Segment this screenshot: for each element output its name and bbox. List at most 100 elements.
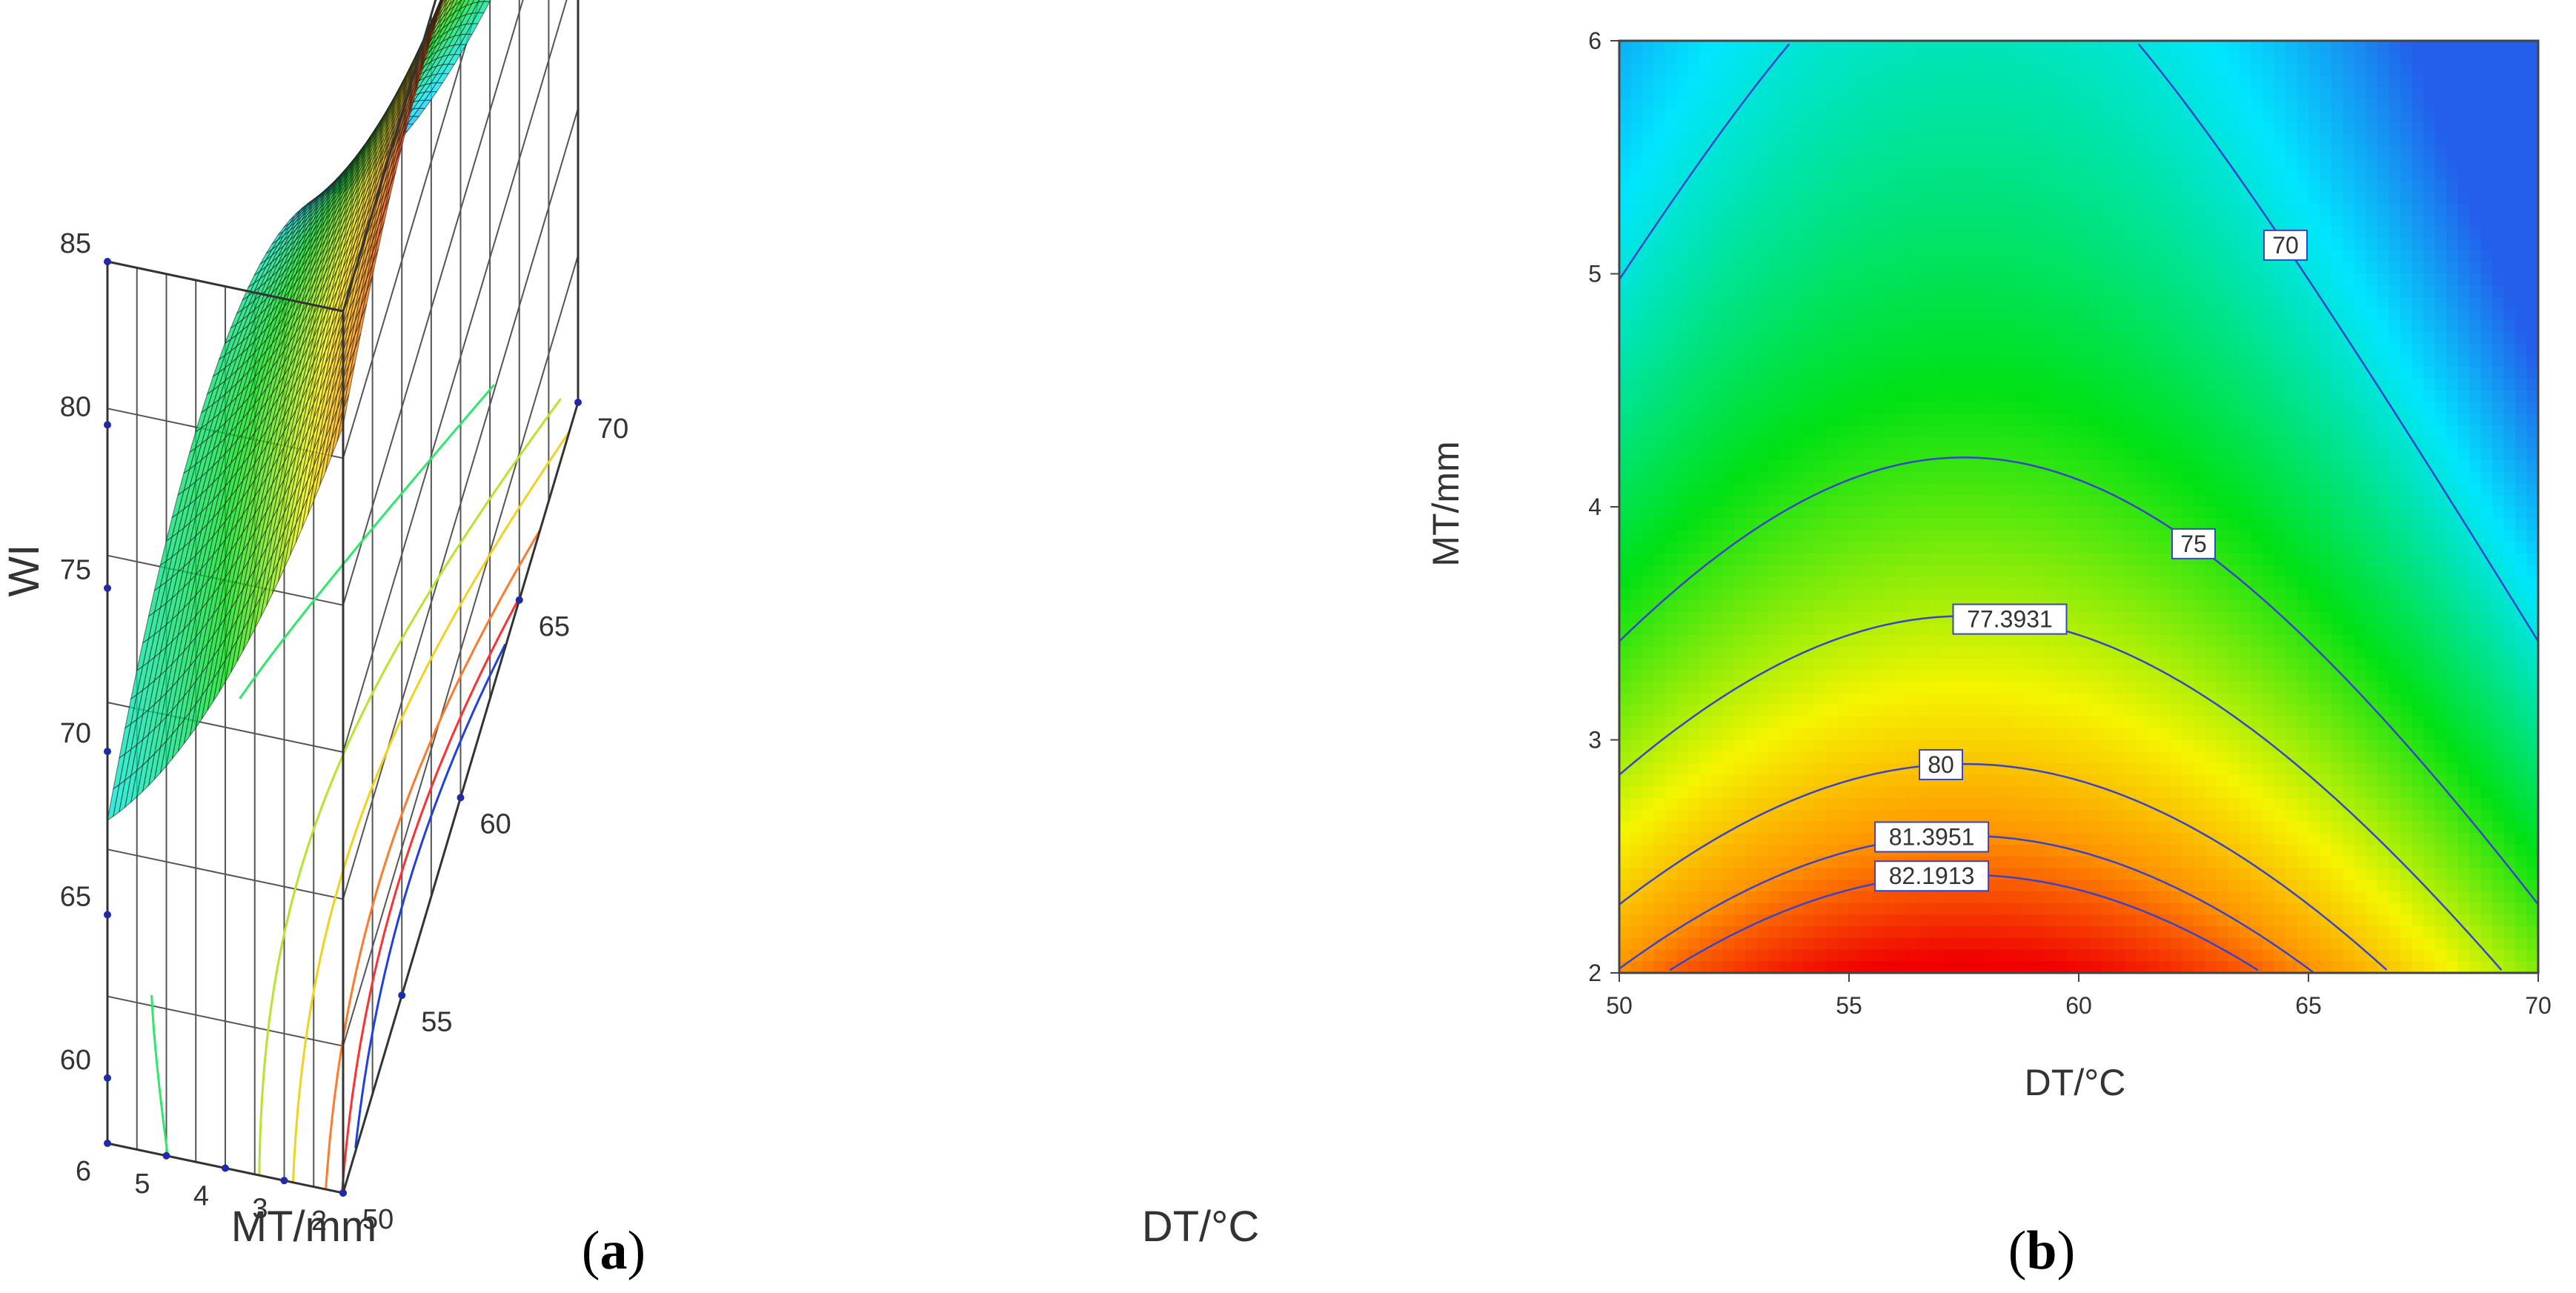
- heat-cell: [1653, 41, 1666, 53]
- heat-cell: [1872, 285, 1885, 298]
- heat-cell: [1757, 99, 1770, 111]
- heat-cell: [2010, 402, 2022, 414]
- heat-cell: [1676, 693, 1689, 705]
- heat-cell: [1998, 809, 2011, 822]
- heat-cell: [1849, 495, 1862, 508]
- heat-cell: [1929, 705, 1942, 717]
- heat-cell: [2044, 76, 2057, 88]
- heat-cell: [2090, 204, 2102, 216]
- heat-cell: [1849, 658, 1862, 671]
- heat-cell: [1998, 425, 2011, 438]
- heat-cell: [1837, 64, 1850, 76]
- heat-cell: [1791, 250, 1804, 263]
- heat-cell: [1665, 576, 1678, 589]
- heat-cell: [1676, 530, 1689, 542]
- heat-cell: [2033, 250, 2045, 263]
- heat-cell: [1699, 588, 1712, 601]
- heat-cell: [1860, 553, 1873, 566]
- heat-cell: [1630, 670, 1643, 682]
- heat-cell: [1987, 576, 1999, 589]
- heat-cell: [2021, 856, 2034, 869]
- heat-cell: [1975, 41, 1988, 53]
- heat-cell: [1964, 705, 1976, 717]
- heat-cell: [1895, 658, 1908, 671]
- heat-cell: [2056, 588, 2068, 601]
- heat-cell: [1803, 133, 1816, 147]
- heat-cell: [1780, 891, 1793, 904]
- heat-cell: [1791, 192, 1804, 205]
- heat-cell: [1860, 460, 1873, 473]
- heat-cell: [1791, 273, 1804, 286]
- heat-cell: [1630, 448, 1643, 461]
- heat-cell: [2044, 425, 2057, 438]
- heat-cell: [1860, 681, 1873, 694]
- heat-cell: [1780, 717, 1793, 729]
- heat-cell: [2079, 355, 2091, 368]
- heat-cell: [1837, 87, 1850, 100]
- heat-cell: [1711, 751, 1724, 764]
- heat-cell: [1929, 273, 1942, 286]
- heat-cell: [1780, 926, 1793, 939]
- heat-cell: [2079, 122, 2091, 135]
- heat-cell: [1619, 681, 1632, 694]
- heat-cell: [1711, 402, 1724, 414]
- heat-cell: [1791, 227, 1804, 239]
- heat-cell: [1929, 308, 1942, 321]
- heat-cell: [1757, 145, 1770, 158]
- heat-cell: [1688, 833, 1701, 845]
- heat-cell: [1734, 693, 1747, 705]
- y-tick-label: 4: [193, 1181, 209, 1212]
- heat-cell: [1768, 239, 1781, 251]
- heat-cell: [1826, 926, 1839, 939]
- heat-cell: [2090, 122, 2102, 135]
- heat-cell: [2010, 110, 2022, 123]
- heat-cell: [1653, 285, 1666, 298]
- heat-cell: [1688, 390, 1701, 403]
- heat-cell: [1918, 273, 1931, 286]
- heat-cell: [1791, 64, 1804, 76]
- heat-cell: [1745, 168, 1758, 182]
- heat-cell: [1826, 576, 1839, 589]
- heat-cell: [1699, 296, 1712, 310]
- heat-cell: [1791, 705, 1804, 717]
- heat-cell: [1895, 471, 1908, 485]
- heat-cell: [1918, 588, 1931, 601]
- heat-cell: [1791, 379, 1804, 391]
- heat-cell: [1688, 670, 1701, 682]
- heat-cell: [1872, 658, 1885, 671]
- heat-cell: [1837, 693, 1850, 705]
- heat-cell: [1883, 204, 1896, 216]
- heat-cell: [2067, 239, 2079, 251]
- heat-cell: [2079, 483, 2091, 496]
- heat-cell: [1688, 332, 1701, 345]
- heat-cell: [1653, 402, 1666, 414]
- heat-cell: [1711, 798, 1724, 811]
- heat-cell: [1653, 64, 1666, 76]
- heat-cell: [1975, 891, 1988, 904]
- heat-cell: [1745, 425, 1758, 438]
- heat-cell: [2067, 949, 2079, 962]
- heat-cell: [1883, 599, 1896, 613]
- heat-cell: [1630, 320, 1643, 333]
- heat-cell: [1837, 332, 1850, 345]
- heat-cell: [1837, 646, 1850, 659]
- heat-cell: [1734, 751, 1747, 764]
- heat-cell: [1653, 576, 1666, 589]
- heat-cell: [1803, 157, 1816, 170]
- heat-cell: [2056, 215, 2068, 228]
- heat-cell: [1964, 553, 1976, 566]
- heat-cell: [1653, 262, 1666, 275]
- heat-cell: [1998, 751, 2011, 764]
- heat-cell: [2079, 914, 2091, 927]
- heat-cell: [1918, 646, 1931, 659]
- heat-cell: [2033, 483, 2045, 496]
- heat-cell: [1941, 168, 1953, 182]
- heat-cell: [1676, 471, 1689, 485]
- heat-cell: [1734, 343, 1747, 356]
- heat-cell: [1653, 436, 1666, 449]
- heat-cell: [1964, 168, 1976, 182]
- heat-cell: [1883, 728, 1896, 741]
- heat-cell: [1872, 670, 1885, 682]
- heat-cell: [1768, 809, 1781, 822]
- heat-cell: [1952, 658, 1965, 671]
